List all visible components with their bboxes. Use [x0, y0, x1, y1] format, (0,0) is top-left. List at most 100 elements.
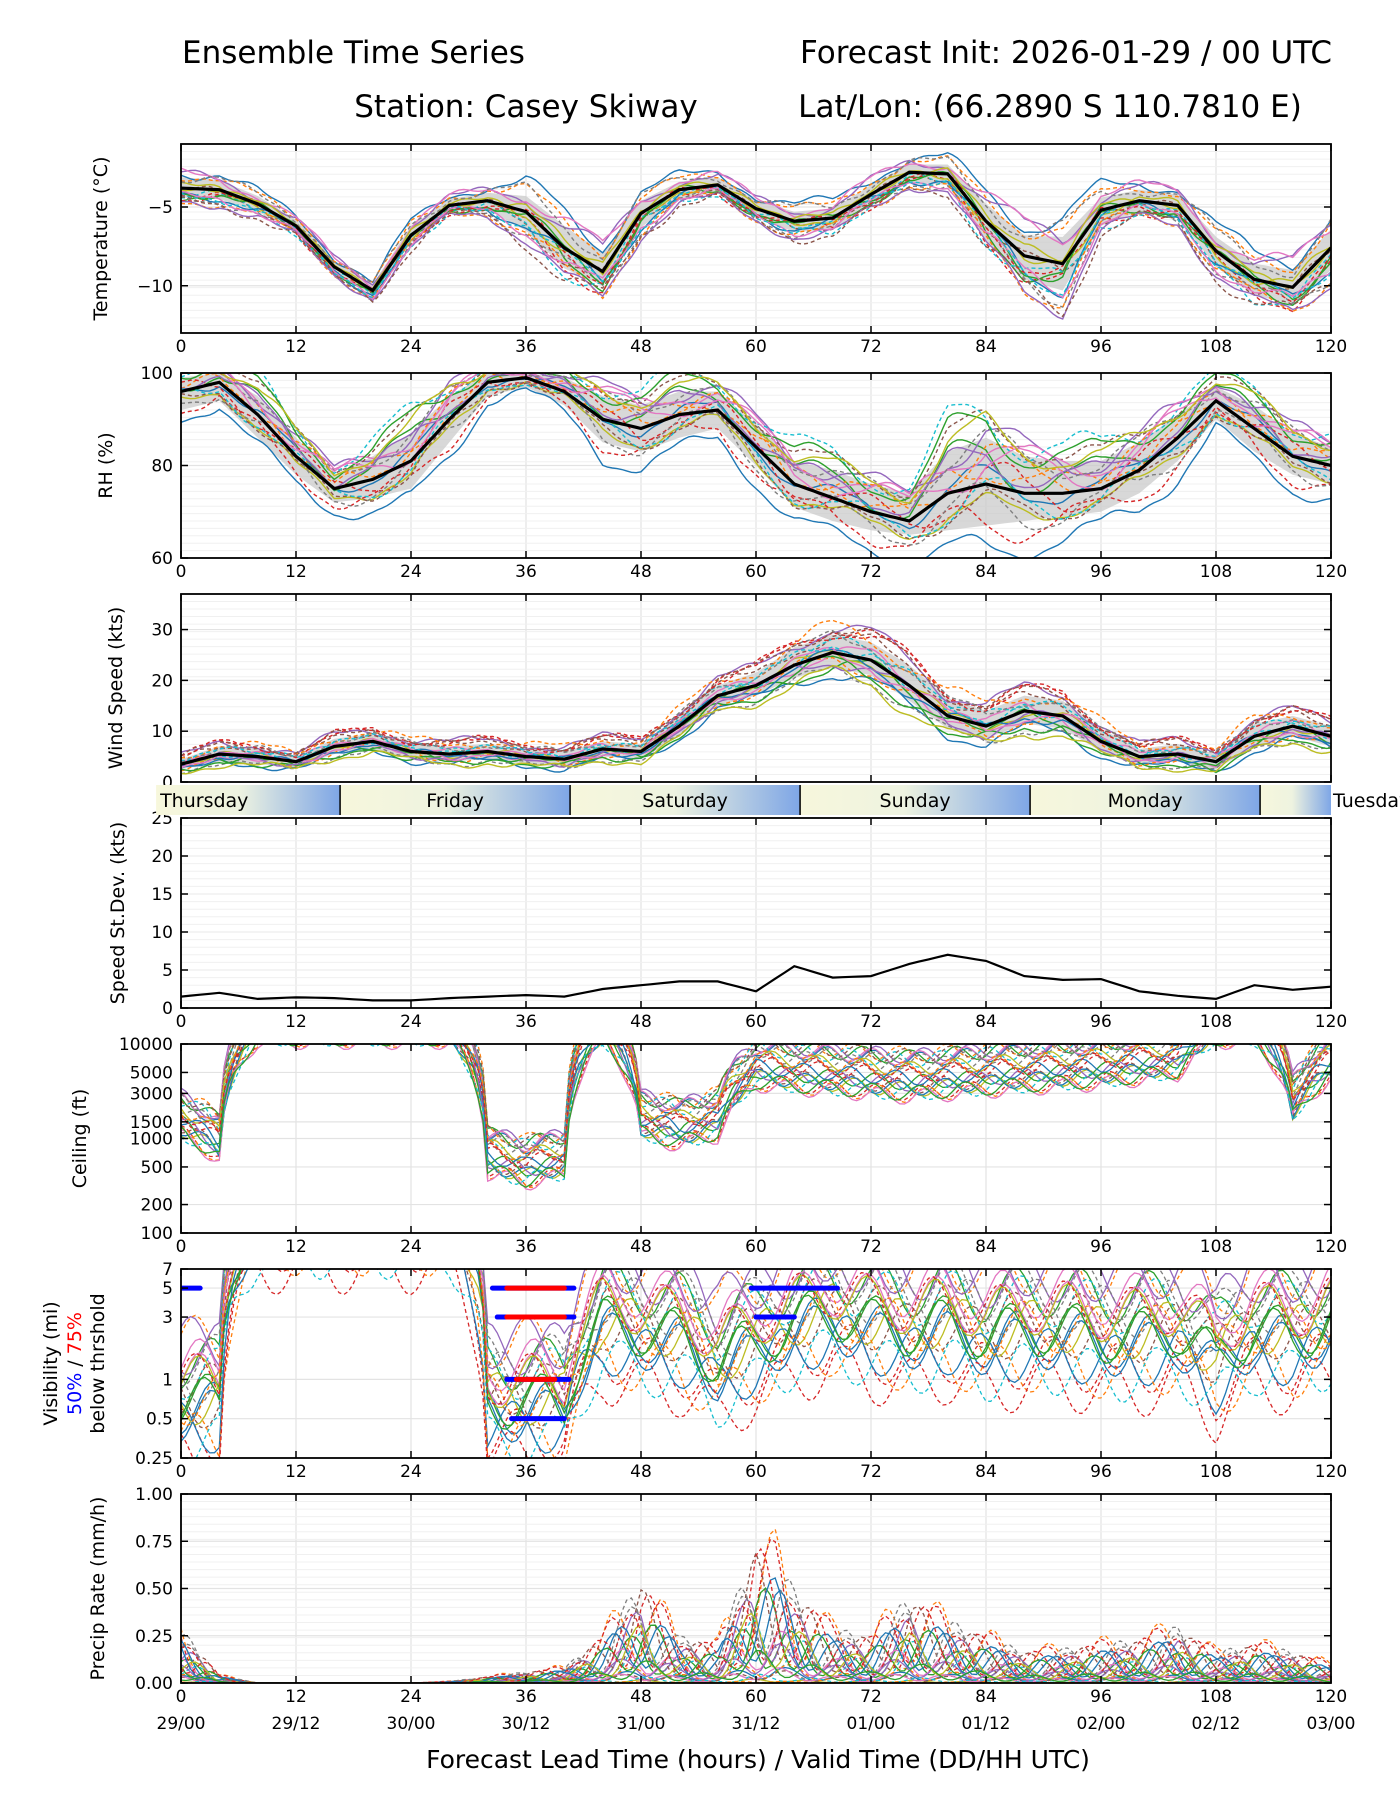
day-label: Sunday: [880, 790, 951, 812]
plot-area: [181, 953, 1331, 1002]
x-tick-label: 108: [1200, 1687, 1232, 1707]
y-axis-title: Ceiling (ft): [69, 1089, 91, 1189]
x-tick-label: 12: [285, 1237, 307, 1257]
x-tick-label: 24: [400, 337, 422, 357]
x-tick-label: 96: [1090, 1462, 1112, 1482]
ensemble-member-line: [181, 373, 1331, 499]
x-tick-label: 36: [515, 1687, 537, 1707]
gridlines: [180, 817, 1332, 1009]
gridlines: [180, 144, 1332, 333]
x-tick-label: 120: [1315, 1462, 1347, 1482]
x-tick-label: 12: [285, 337, 307, 357]
x-tick-label: 72: [860, 1237, 882, 1257]
legend-slash: /: [64, 1354, 86, 1372]
valid-time-label: 29/12: [272, 1714, 321, 1734]
x-tick-label: 0: [176, 1687, 187, 1707]
day-segment: [340, 785, 571, 815]
y-tick-label: 0.00: [135, 1674, 173, 1694]
visibility-member-line: [181, 1269, 1331, 1387]
x-tick-label: 96: [1090, 337, 1112, 357]
x-tick-label: 96: [1090, 1012, 1112, 1032]
x-tick-label: 0: [176, 1237, 187, 1257]
ensemble-member-line: [181, 379, 1331, 529]
visibility-member-line: [181, 1269, 1331, 1409]
precip-member-line: [181, 1612, 1331, 1683]
visibility-member-line: [195, 1269, 1331, 1458]
ensemble-member-line: [181, 628, 1331, 757]
precip-member-line: [181, 1630, 1331, 1683]
y-tick-label: −10: [137, 277, 173, 297]
x-tick-label: 24: [400, 562, 422, 582]
x-tick-label: 36: [515, 337, 537, 357]
x-tick-label: 108: [1200, 562, 1232, 582]
panel-ceiling: 0 12 24 36 48 60 72 84 96 108 120 100 200 500 10001500…: [69, 1035, 1347, 1257]
ensemble-member-line: [181, 378, 1331, 530]
minor-gridlines: [181, 1501, 1331, 1684]
y-axis-title: Temperature (°C): [90, 157, 112, 322]
y-axis-title: Wind Speed (kts): [105, 607, 127, 770]
x-tick-label: 72: [860, 562, 882, 582]
day-label: Saturday: [642, 790, 728, 812]
ensemble-member-line: [181, 382, 1331, 540]
x-tick-label: 12: [285, 1012, 307, 1032]
y-tick-label: 0.5: [146, 1410, 173, 1430]
valid-time-label: 29/00: [157, 1714, 206, 1734]
precip-member-line: [181, 1649, 1331, 1683]
ceiling-member-line: [181, 1044, 1330, 1157]
stdev-line: [181, 953, 1331, 1002]
precip-member-line: [181, 1538, 1331, 1683]
valid-time-label: 31/12: [732, 1714, 781, 1734]
legend-50-pct: 50%: [64, 1373, 86, 1415]
x-tick-label: 84: [975, 1462, 997, 1482]
legend-75-pct: 75%: [64, 1312, 86, 1354]
y-axis-title: Visibility (mi): [40, 1301, 62, 1425]
ceiling-member-line: [181, 1044, 1331, 1188]
y-tick-label: 0.75: [135, 1532, 173, 1552]
x-tick-label: 36: [515, 562, 537, 582]
ensemble-mean-line: [181, 650, 1331, 766]
day-segment: [1030, 785, 1261, 815]
bottom-axis: Forecast Lead Time (hours) / Valid Time …: [157, 1714, 1356, 1774]
x-tick-label: 60: [745, 562, 767, 582]
ensemble-member-line: [181, 373, 1331, 516]
valid-time-label: 02/00: [1077, 1714, 1126, 1734]
y-tick-label: 100: [141, 364, 173, 384]
y-axis-threshold-legend: 50% / 75%: [64, 1312, 86, 1415]
ensemble-member-line: [181, 384, 1331, 538]
gridlines: [180, 1268, 1332, 1459]
plot-area: [181, 619, 1331, 775]
x-tick-label: 12: [285, 1687, 307, 1707]
ceiling-member-line: [181, 1044, 1326, 1153]
y-tick-label: 3: [162, 1308, 173, 1328]
ensemble-member-line: [181, 387, 1331, 558]
forecast-init-label: Forecast Init: 2026-01-29 / 00 UTC: [800, 35, 1332, 71]
valid-time-label: 30/00: [387, 1714, 436, 1734]
x-tick-label: 60: [745, 1687, 767, 1707]
ensemble-mean-line: [181, 375, 1331, 523]
ensemble-mean-line: [181, 170, 1331, 293]
visibility-member-line: [181, 1269, 1331, 1401]
y-tick-label: 15: [151, 885, 173, 905]
day-segment: [156, 785, 341, 815]
ensemble-member-line: [186, 373, 1331, 504]
x-tick-label: 36: [515, 1237, 537, 1257]
y-tick-label: 10: [151, 923, 173, 943]
x-tick-label: 48: [630, 1462, 652, 1482]
panel-temperature: 0 12 24 36 48 60 72 84 96 108 120 −10 −5 Temperature …: [90, 143, 1347, 357]
x-tick-label: 0: [176, 1012, 187, 1032]
y-tick-label: 7: [162, 1260, 173, 1280]
valid-time-label: 31/00: [617, 1714, 666, 1734]
y-tick-label: 5000: [130, 1063, 173, 1083]
x-tick-label: 48: [630, 1012, 652, 1032]
x-tick-label: 0: [176, 562, 187, 582]
y-tick-label: 30: [151, 621, 173, 641]
y-axis-subtitle: below thrshold: [87, 1293, 109, 1433]
y-tick-label: 200: [141, 1196, 173, 1216]
ceiling-member-line: [181, 1044, 1328, 1155]
station-label: Station: Casey Skiway: [354, 89, 698, 125]
visibility-member-line: [181, 1269, 1316, 1369]
x-tick-label: 84: [975, 337, 997, 357]
x-tick-label: 120: [1315, 562, 1347, 582]
x-tick-label: 108: [1200, 1237, 1232, 1257]
